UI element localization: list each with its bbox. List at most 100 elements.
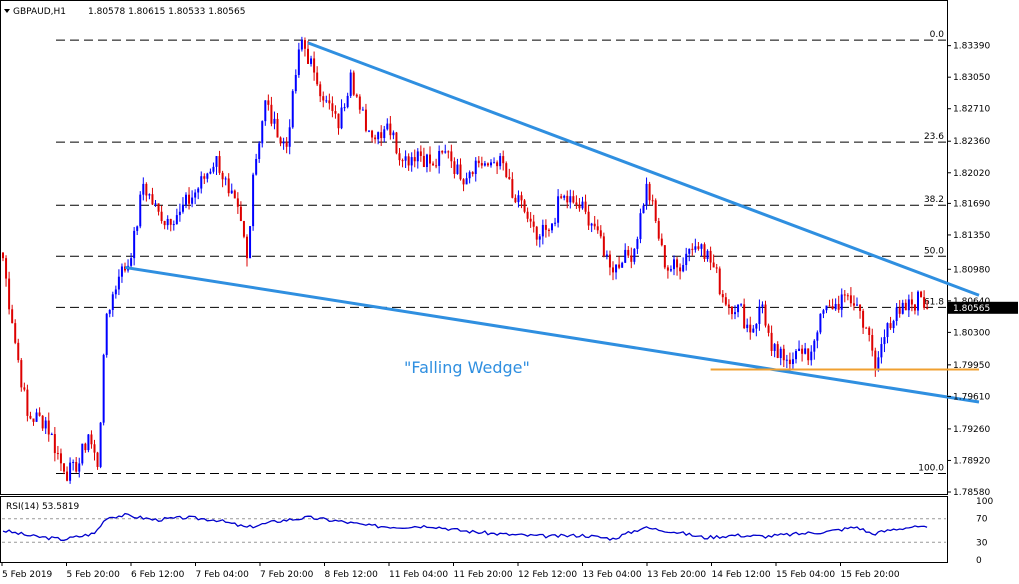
candle [441, 150, 444, 155]
price-tick-label: 1.80640 [953, 297, 990, 307]
candle [712, 254, 715, 268]
fib-level-label: 38.2 [924, 195, 944, 205]
candle [343, 103, 346, 112]
time-tick-label: 13 Feb 20:00 [647, 570, 706, 580]
candle [386, 118, 389, 131]
candle [907, 294, 910, 318]
candle [865, 326, 868, 329]
candle [172, 220, 175, 231]
candle [849, 287, 852, 307]
wedge-upper-trendline[interactable] [307, 41, 980, 297]
candle [578, 198, 581, 212]
candle [334, 105, 337, 119]
candle [569, 189, 572, 209]
candle [151, 187, 154, 206]
candle [889, 316, 892, 330]
candle [700, 243, 703, 257]
candle [35, 408, 38, 422]
candle [47, 412, 50, 442]
candle [727, 299, 730, 315]
candle [547, 228, 550, 237]
candle [508, 168, 511, 180]
candle [197, 187, 200, 200]
candle [63, 463, 65, 475]
candle [32, 418, 35, 426]
candle [523, 198, 526, 214]
candle [175, 208, 178, 225]
candle [111, 291, 114, 317]
candle [407, 153, 410, 171]
candle [596, 219, 599, 234]
time-tick-label: 14 Feb 12:00 [712, 570, 771, 580]
candle [133, 227, 136, 266]
candle [901, 299, 904, 315]
candle [69, 457, 72, 484]
candle [340, 99, 343, 130]
candle [499, 153, 502, 170]
candle [404, 150, 407, 168]
candle [380, 125, 383, 147]
candle [120, 263, 123, 283]
candle [566, 190, 569, 209]
candle [349, 69, 352, 99]
candle [493, 157, 496, 164]
candle [230, 183, 233, 194]
candle [255, 153, 258, 176]
candle [297, 42, 300, 78]
candle [361, 106, 364, 111]
candle [465, 172, 468, 185]
candle [697, 241, 700, 251]
price-tick-label: 1.81350 [953, 231, 990, 241]
candle [581, 196, 584, 210]
candle [801, 344, 804, 362]
candle [44, 416, 47, 435]
time-tick-label: 15 Feb 04:00 [776, 570, 835, 580]
candle [526, 207, 529, 223]
candle [505, 161, 508, 179]
candle [633, 248, 636, 265]
candle [194, 189, 197, 205]
price-tick-label: 1.79610 [953, 392, 990, 402]
wedge-lower-trendline[interactable] [124, 265, 980, 404]
candle [328, 93, 331, 110]
price-tick-label: 1.82710 [953, 105, 990, 115]
candle [203, 173, 206, 184]
candle [462, 178, 465, 192]
rsi-tick-label: 30 [976, 538, 988, 548]
candle [371, 129, 374, 143]
candle [496, 160, 499, 175]
candle [822, 308, 825, 319]
price-tick-label: 1.81690 [953, 199, 990, 209]
candle [300, 36, 303, 52]
candle [837, 295, 840, 313]
candle [163, 220, 166, 230]
collapse-arrow-icon[interactable] [4, 9, 10, 13]
candle [413, 149, 416, 168]
candle [923, 290, 926, 310]
candle [859, 304, 862, 319]
rsi-panel-frame [0, 496, 948, 563]
candle [435, 158, 438, 169]
candle [898, 300, 901, 318]
candle [139, 191, 142, 229]
candle [352, 70, 355, 97]
candle [834, 298, 837, 311]
candle [291, 89, 294, 129]
candle [90, 430, 93, 449]
candle [282, 137, 285, 150]
candle [734, 305, 736, 320]
candle [364, 103, 367, 133]
candle [374, 134, 377, 144]
candle [425, 153, 428, 173]
candle [252, 172, 255, 231]
candle [831, 298, 834, 310]
candle [236, 192, 239, 214]
candle [538, 234, 541, 248]
candle [322, 91, 325, 108]
rsi-line [2, 512, 928, 541]
candle [102, 353, 105, 426]
candle [8, 271, 11, 315]
candle [169, 218, 172, 232]
trend-overlay[interactable]: 1.80565 [124, 41, 1018, 404]
candle [715, 263, 718, 274]
